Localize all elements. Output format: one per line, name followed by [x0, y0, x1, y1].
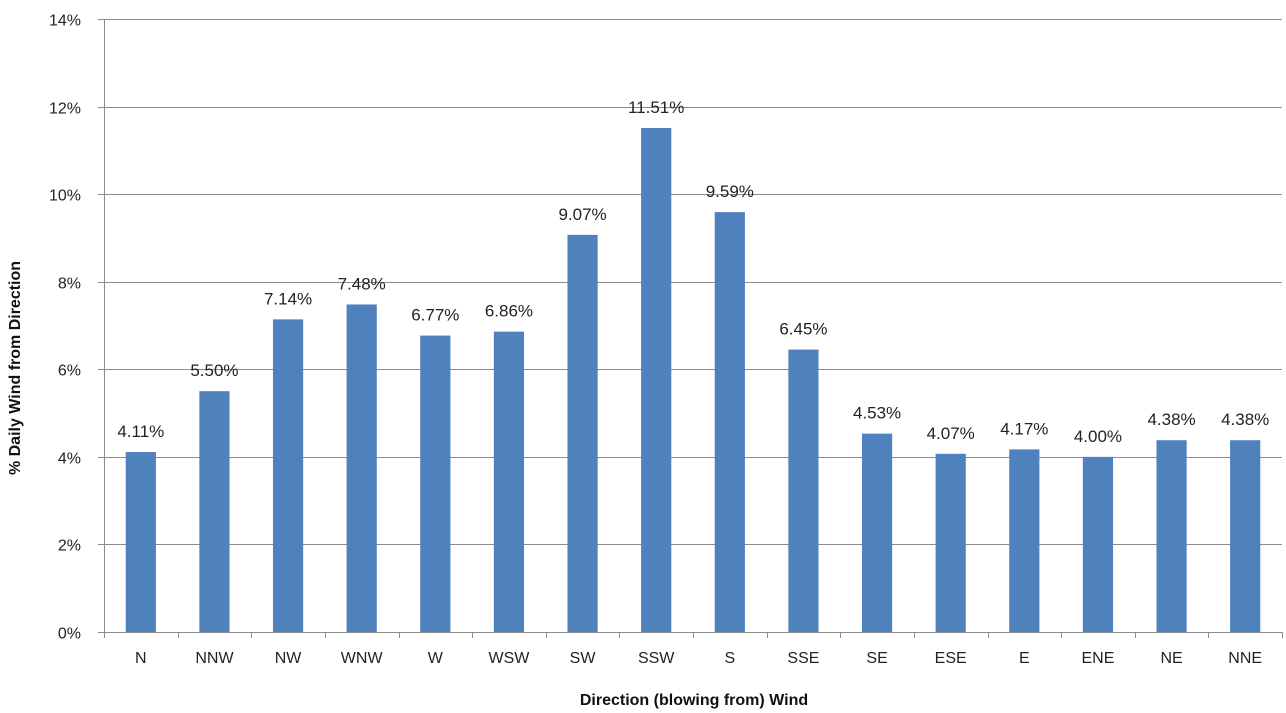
bar — [641, 128, 672, 632]
data-label: 4.53% — [853, 404, 901, 423]
data-label: 11.51% — [628, 98, 684, 117]
data-labels: 4.11% 5.50% 7.14% 7.48% 6.77% 6.86% 9.07% 11.51… — [117, 98, 1269, 446]
y-tick-label: 12% — [49, 101, 81, 118]
x-tick-label: N — [135, 650, 147, 667]
bar — [493, 331, 525, 632]
bars — [125, 128, 1261, 632]
x-tick-label: WSW — [489, 650, 531, 667]
x-tick-label: NNE — [1228, 650, 1262, 667]
data-label: 9.07% — [558, 205, 606, 224]
bar — [1156, 440, 1187, 632]
x-tick-label: SSW — [638, 650, 675, 667]
y-tick-label: 4% — [58, 451, 81, 468]
x-axis-title: Direction (blowing from) Wind — [580, 692, 808, 709]
bar — [935, 453, 966, 632]
data-label: 4.38% — [1221, 410, 1269, 429]
x-tick-label: SSE — [787, 650, 819, 667]
y-tick-label: 6% — [58, 363, 81, 380]
data-label: 6.86% — [485, 302, 533, 321]
data-label: 4.17% — [1000, 419, 1048, 438]
x-tick-label: S — [724, 650, 735, 667]
x-tick-label: W — [428, 650, 444, 667]
x-tick-label: SE — [866, 650, 887, 667]
x-tick-label: NNW — [195, 650, 234, 667]
bar — [272, 319, 304, 632]
bar — [788, 349, 819, 632]
y-tick-label: 2% — [58, 538, 81, 555]
data-label: 7.48% — [338, 274, 386, 293]
y-tick-label: 8% — [58, 276, 81, 293]
x-tick-label: ESE — [935, 650, 967, 667]
x-tick-label: SW — [570, 650, 597, 667]
y-tick-label: 0% — [58, 626, 81, 643]
x-tick-label: NW — [275, 650, 303, 667]
data-label: 4.00% — [1074, 427, 1122, 446]
data-label: 4.07% — [927, 424, 975, 443]
bar — [1230, 440, 1261, 632]
data-label: 9.59% — [706, 182, 754, 201]
bar — [714, 212, 745, 632]
bar — [346, 304, 377, 632]
data-label: 6.77% — [411, 306, 459, 325]
bar — [1009, 449, 1040, 632]
y-tick-label: 14% — [49, 13, 81, 30]
data-label: 4.38% — [1147, 410, 1195, 429]
data-label: 4.11% — [117, 422, 164, 441]
x-tick-label: WNW — [341, 650, 384, 667]
x-tick-label: E — [1019, 650, 1030, 667]
data-label: 6.45% — [779, 320, 827, 339]
y-tick-label: 10% — [49, 188, 81, 205]
bar — [125, 452, 156, 632]
data-label: 5.50% — [190, 361, 238, 380]
bar — [1082, 456, 1114, 632]
axes: 0% 2% 4% 6% 8% 10% 12% 14% N NNW NW WNW W WSW SW SSW S SS… — [49, 13, 1283, 667]
y-axis-title: % Daily Wind from Direction — [7, 261, 24, 475]
bar — [567, 234, 598, 632]
x-tick-label: ENE — [1081, 650, 1114, 667]
data-label: 7.14% — [264, 289, 312, 308]
bar — [861, 433, 893, 632]
x-tick-label: NE — [1160, 650, 1182, 667]
bar — [420, 335, 451, 632]
bar — [199, 391, 230, 632]
